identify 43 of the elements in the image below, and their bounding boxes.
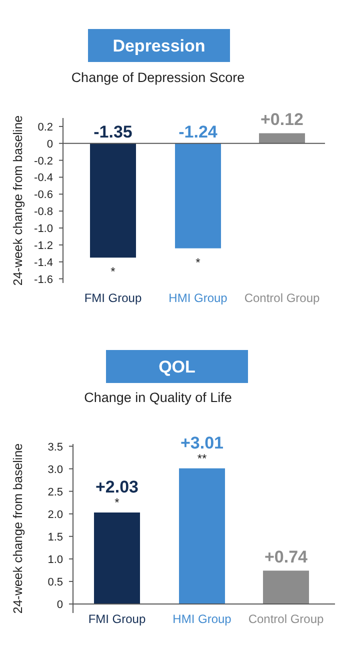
y-tick-label: 0.5 <box>48 576 63 588</box>
chart-subtitle: Change in Quality of Life <box>84 390 232 405</box>
bar <box>179 468 225 604</box>
y-tick-label: -1.0 <box>34 223 53 235</box>
data-label: +3.01 <box>180 433 224 452</box>
data-label: -1.24 <box>178 122 218 142</box>
x-tick-label: Control Group <box>244 291 320 305</box>
chart-title: Depression <box>112 36 206 56</box>
y-tick-label: -1.4 <box>34 256 53 269</box>
x-tick-label: FMI Group <box>84 291 142 305</box>
data-label: -1.35 <box>94 122 132 142</box>
annotation: ** <box>197 451 207 466</box>
y-tick-label: -1.2 <box>34 240 53 252</box>
y-axis-title: 24-week change from baseline <box>11 443 25 614</box>
y-tick-label: 0 <box>46 138 53 150</box>
data-label: +2.03 <box>95 478 139 496</box>
x-tick-label: Control Group <box>248 612 324 626</box>
annotation: * <box>110 264 116 279</box>
data-label: +0.12 <box>260 110 304 130</box>
chart-title: QOL <box>158 358 196 376</box>
y-tick-label: -0.6 <box>34 189 53 202</box>
y-tick-label: 3.0 <box>48 464 63 476</box>
bar <box>263 570 309 604</box>
y-tick-label: -0.4 <box>34 172 53 184</box>
y-tick-label: 0.2 <box>38 121 53 134</box>
data-label: +0.74 <box>264 548 308 567</box>
annotation: * <box>196 255 201 270</box>
annotation: * <box>114 496 120 510</box>
y-tick-label: -0.2 <box>34 155 53 168</box>
y-tick-label: 2.0 <box>48 508 63 521</box>
x-tick-label: HMI Group <box>168 291 228 305</box>
y-tick-label: 3.5 <box>48 441 63 454</box>
y-tick-label: 1.5 <box>48 531 63 544</box>
y-tick-label: -1.6 <box>34 274 53 286</box>
x-tick-label: HMI Group <box>172 612 232 626</box>
chart-subtitle: Change of Depression Score <box>71 70 245 85</box>
x-tick-label: FMI Group <box>88 612 146 626</box>
y-tick-label: 1.0 <box>48 554 63 566</box>
bar <box>94 512 140 604</box>
y-tick-label: 0 <box>56 598 63 611</box>
y-tick-label: -0.8 <box>34 206 53 218</box>
y-tick-label: 2.5 <box>48 486 63 498</box>
y-axis-title: 24-week change from baseline <box>11 115 25 286</box>
